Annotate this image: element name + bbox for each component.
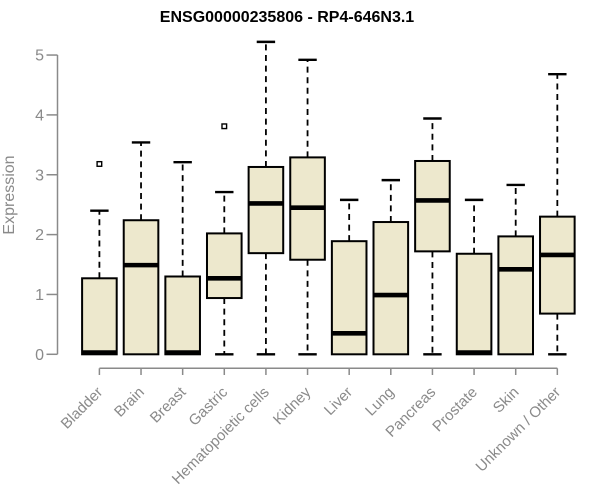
iqr-box — [205, 232, 243, 300]
x-tick-label-prostate: Prostate — [429, 384, 481, 436]
box-gastric — [205, 123, 243, 356]
box-unknown-other — [539, 73, 576, 356]
x-tick-label-kidney: Kidney — [270, 383, 315, 428]
box-liver — [330, 198, 368, 356]
box-brain — [122, 141, 160, 356]
x-tick-label-liver: Liver — [321, 384, 356, 419]
iqr-box — [164, 275, 201, 356]
iqr-box — [455, 252, 493, 356]
chart-title: ENSG00000235806 - RP4-646N3.1 — [160, 9, 414, 26]
y-tick-label: 5 — [35, 48, 44, 65]
iqr-box — [247, 165, 285, 255]
outlier-point — [96, 160, 103, 167]
iqr-box — [497, 235, 534, 356]
iqr-box — [539, 215, 576, 315]
box-breast — [164, 160, 201, 356]
x-tick-label-skin: Skin — [490, 384, 523, 417]
y-tick-label: 1 — [35, 287, 44, 304]
box-pancreas — [414, 117, 451, 356]
y-tick-label: 0 — [35, 347, 44, 364]
x-tick-label-brain: Brain — [111, 384, 148, 421]
y-axis-label: Expression — [1, 155, 18, 234]
box-kidney — [289, 58, 326, 356]
box-prostate — [455, 198, 493, 356]
box-skin — [497, 183, 534, 356]
x-tick-label-lung: Lung — [362, 384, 398, 420]
iqr-box — [81, 277, 118, 356]
iqr-box — [372, 221, 410, 356]
iqr-box — [414, 159, 451, 253]
box-lung — [372, 178, 410, 356]
outlier-point — [221, 123, 228, 130]
y-tick-label: 4 — [35, 107, 44, 124]
y-tick-label: 2 — [35, 227, 44, 244]
iqr-box — [330, 240, 368, 356]
box-bladder — [81, 160, 118, 356]
x-tick-label-breast: Breast — [147, 383, 190, 426]
x-tick-label-bladder: Bladder — [58, 384, 107, 433]
iqr-box — [122, 219, 160, 356]
box-hematopoietic-cells — [247, 40, 285, 356]
y-tick-label: 3 — [35, 167, 44, 184]
